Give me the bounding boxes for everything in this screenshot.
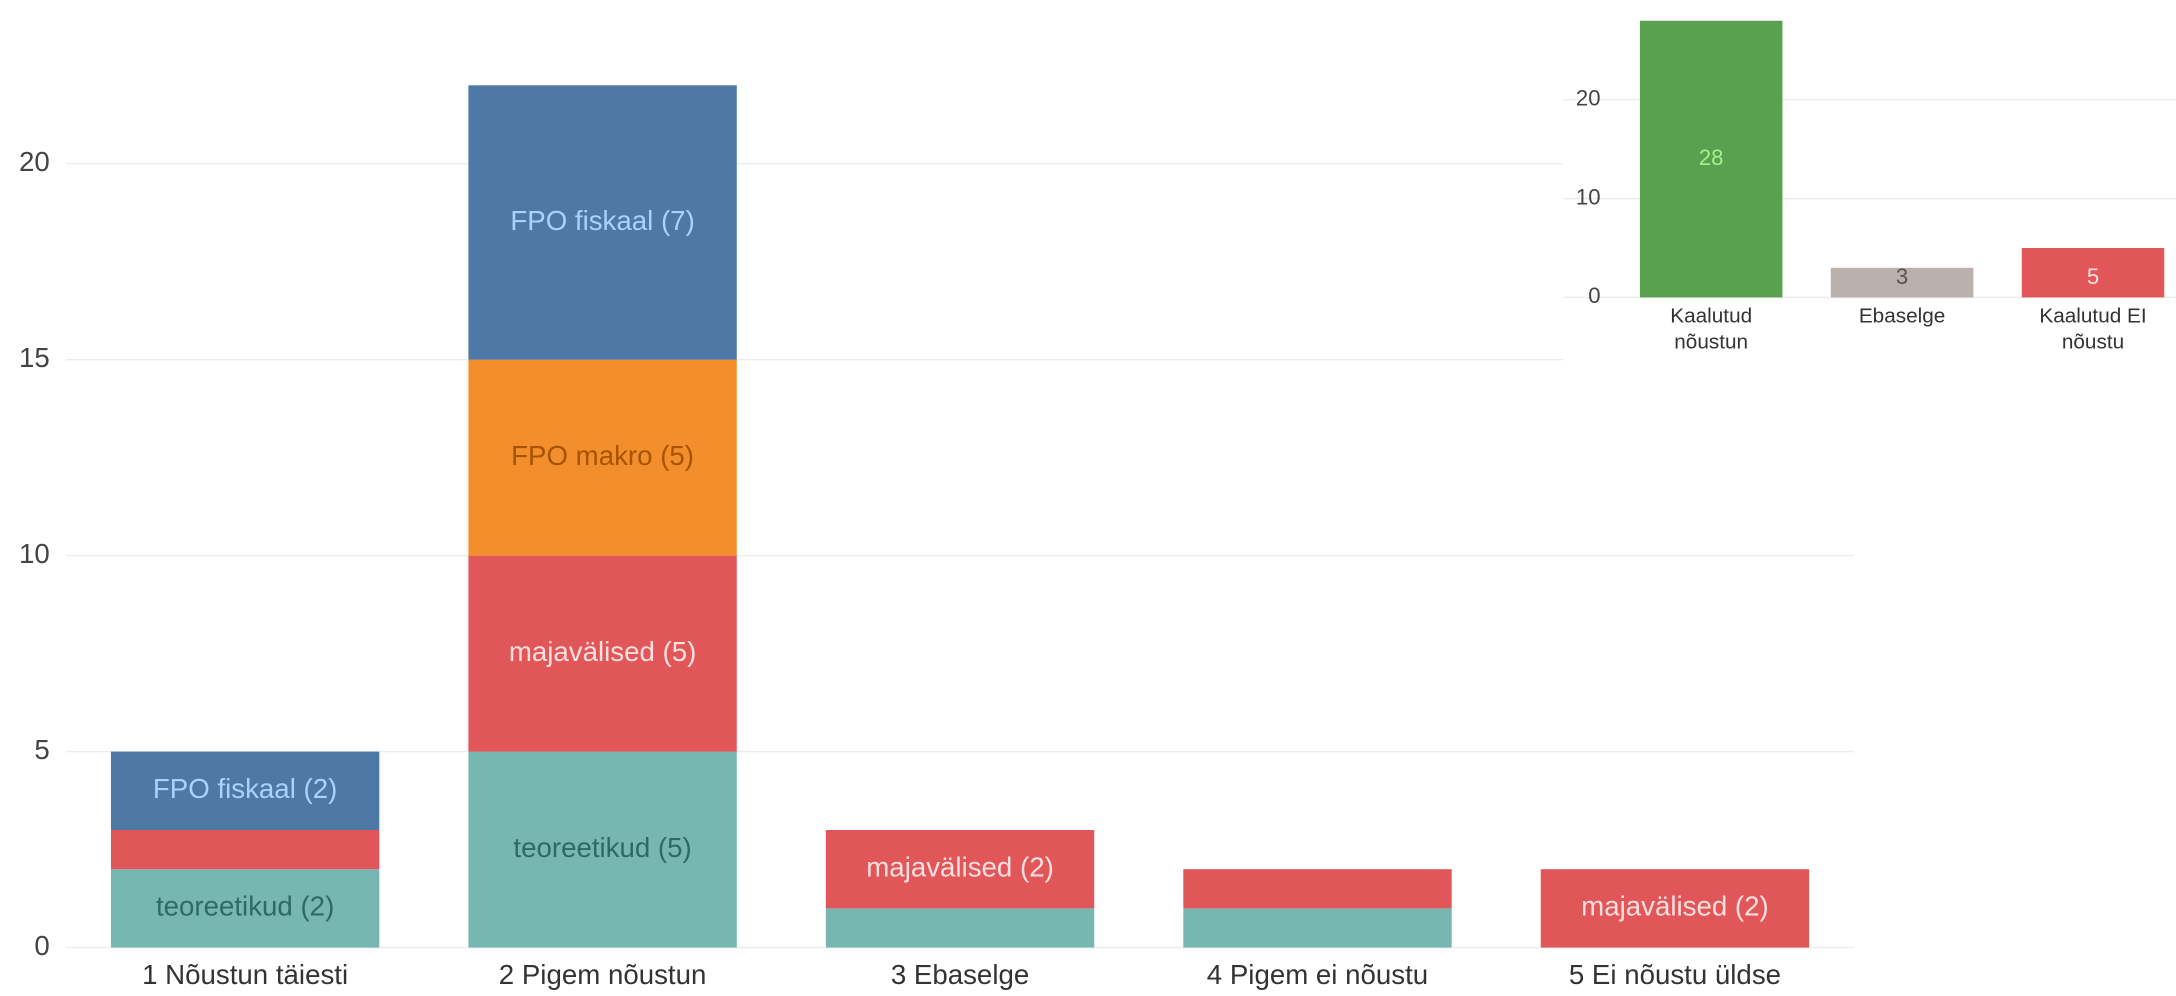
y-tick-label: 20 — [1576, 86, 1601, 111]
data-label: FPO makro (5) — [511, 440, 694, 471]
bar-segment — [468, 751, 737, 948]
x-tick-label: 1 Nõustun täiesti — [142, 959, 348, 990]
bar-segment — [110, 751, 380, 830]
bar-segment — [825, 830, 1095, 909]
y-tick-label: 5 — [34, 734, 49, 765]
data-label: majavälised (2) — [1581, 891, 1769, 922]
x-tick-label-box: Ebaselge — [1858, 304, 1946, 328]
y-tick-label: 0 — [1588, 283, 1600, 308]
bar-segment — [110, 830, 380, 870]
bar-segment — [1540, 869, 1810, 948]
x-tick-label-box: Kaalutud EI nõustu — [2039, 304, 2147, 354]
y-tick-label: 10 — [1576, 184, 1601, 209]
y-tick-label: 0 — [34, 930, 49, 961]
bar-segment — [468, 359, 737, 556]
x-tick-label: Ebaselge — [1858, 304, 1946, 328]
bar-segment — [825, 908, 1095, 948]
x-tick-label: 3 Ebaselge — [891, 959, 1029, 990]
x-tick-label: Kaalutud EI nõustu — [2039, 304, 2147, 354]
x-tick-label: 2 Pigem nõustun — [499, 959, 707, 990]
y-tick-label: 10 — [19, 538, 50, 569]
data-label: majavälised (5) — [509, 636, 697, 667]
bar-segment — [1183, 908, 1452, 948]
x-tick-label: 4 Pigem ei nõustu — [1207, 959, 1428, 990]
bar-segment — [1183, 869, 1452, 909]
x-tick-label: 5 Ei nõustu üldse — [1569, 959, 1781, 990]
data-label: FPO fiskaal (2) — [153, 773, 337, 804]
bar — [1830, 267, 1974, 298]
data-label: teoreetikud (5) — [513, 832, 691, 863]
data-label: FPO fiskaal (7) — [510, 205, 694, 236]
bar — [1639, 20, 1783, 298]
bar — [2021, 248, 2165, 298]
bar-segment — [468, 555, 737, 752]
bar-segment — [468, 85, 737, 360]
data-label: majavälised (2) — [866, 852, 1054, 883]
y-tick-label: 15 — [19, 342, 50, 373]
y-tick-label: 20 — [19, 146, 50, 177]
bar-segment — [110, 869, 380, 948]
x-tick-label-box: Kaalutud nõustun — [1670, 304, 1753, 354]
data-label: 28 — [1699, 145, 1724, 170]
data-label: 3 — [1896, 264, 1908, 289]
data-label: teoreetikud (2) — [156, 891, 334, 922]
x-tick-label: Kaalutud nõustun — [1670, 304, 1753, 354]
data-label: 5 — [2087, 264, 2099, 289]
